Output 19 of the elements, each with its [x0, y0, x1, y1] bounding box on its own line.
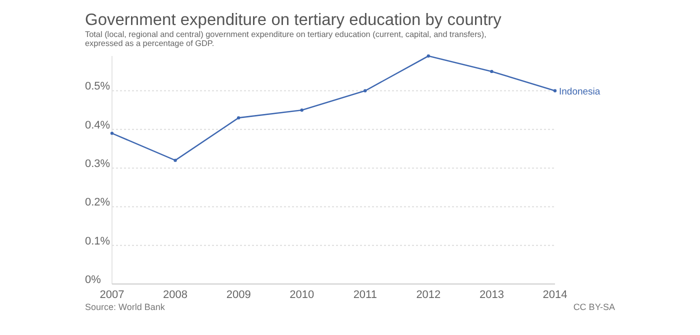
- x-tick-label: 2009: [226, 288, 251, 301]
- text: CC BY-SA: [573, 302, 615, 312]
- x-tick-label: 2007: [100, 288, 124, 301]
- x-tick-label: 2012: [416, 288, 441, 301]
- y-tick-label: 0.4%: [85, 119, 110, 132]
- y-tick-label: 0%: [85, 274, 102, 286]
- chart-subtitle: Total (local, regional and central) government expenditure on tertiary education (current, capital, and transfers), expressed as a percentage of GDP.: [85, 30, 486, 48]
- y-tick-label: 0.2%: [85, 196, 110, 209]
- series-label: Indonesia: [559, 86, 601, 98]
- y-tick-label: 0.1%: [85, 235, 110, 248]
- x-tick-label: 2010: [290, 288, 314, 301]
- x-tick-label: 2014: [542, 288, 568, 301]
- x-tick-label: 2013: [479, 288, 504, 301]
- x-tick-label: 2011: [353, 288, 377, 301]
- y-tick-label: 0.3%: [85, 158, 110, 170]
- y-tick-label: 0.5%: [85, 80, 110, 93]
- chart-title: Government expenditure on tertiary education by country: [85, 11, 502, 29]
- x-tick-label: 2008: [163, 288, 188, 301]
- source-note: Source: World Bank: [85, 302, 166, 312]
